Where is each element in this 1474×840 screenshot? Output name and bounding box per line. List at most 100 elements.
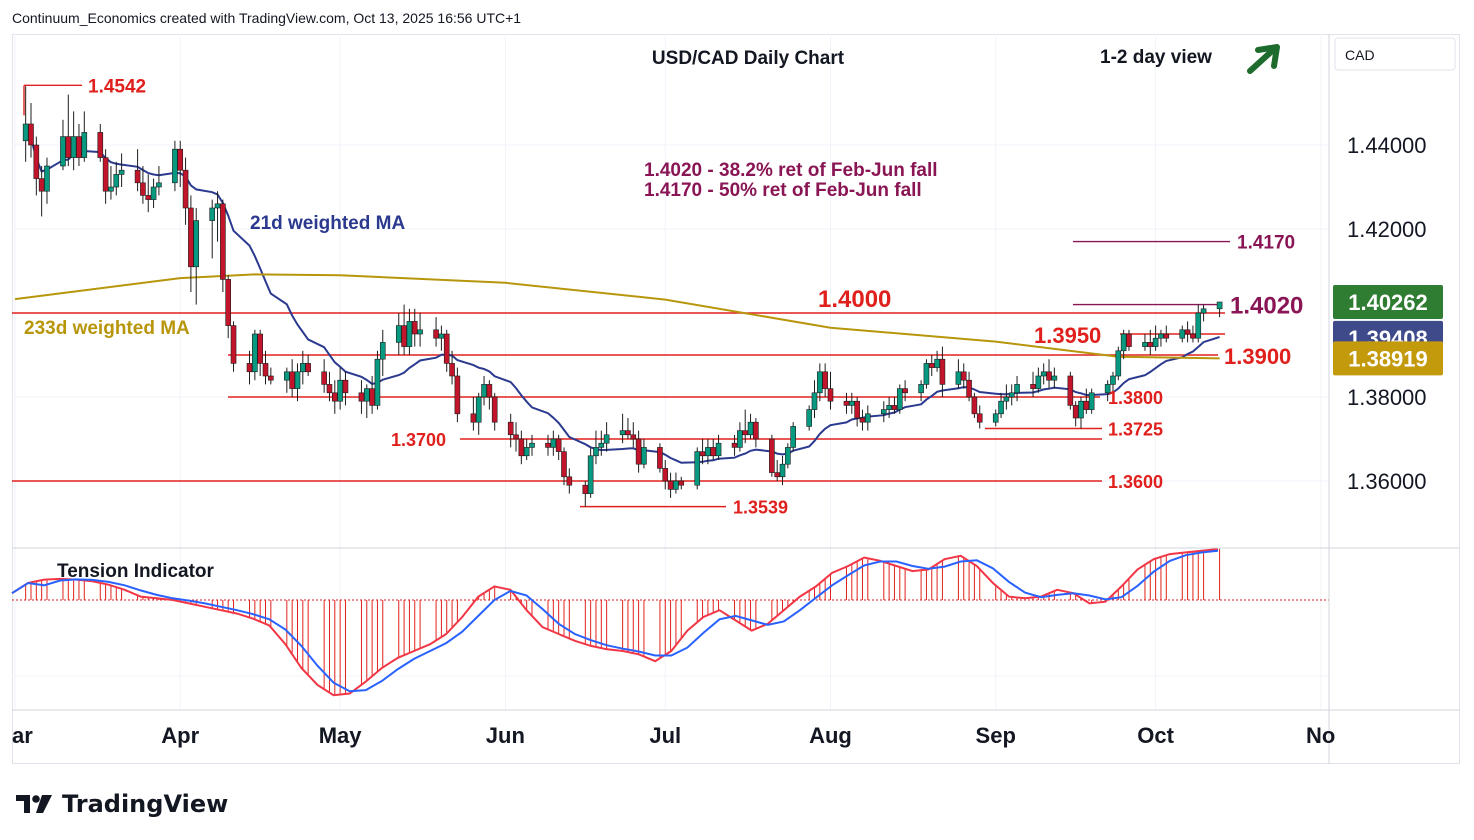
candle-body	[667, 480, 674, 490]
candle	[470, 397, 477, 431]
candle	[529, 434, 535, 456]
candle	[507, 413, 514, 448]
candle	[880, 401, 887, 423]
retracement-note: 1.4170 - 50% ret of Feb-Jun fall	[644, 180, 922, 201]
price-badge	[1333, 284, 1443, 319]
candle-body	[598, 442, 605, 448]
candle	[939, 346, 946, 397]
candle-body	[268, 375, 274, 381]
candle	[603, 422, 610, 452]
candle	[1152, 325, 1159, 351]
candle	[1190, 325, 1196, 343]
candle-body	[619, 430, 626, 436]
candle-body	[1014, 384, 1020, 394]
candle-body	[998, 400, 1004, 415]
candle	[774, 460, 780, 481]
candle	[742, 409, 749, 444]
candle-body	[305, 363, 311, 373]
candle-body	[550, 438, 557, 448]
candle-body	[491, 396, 498, 423]
candle-body	[582, 484, 589, 494]
candle	[1040, 363, 1047, 385]
level-label-1.4542: 1.4542	[88, 76, 146, 97]
candle-body	[753, 421, 759, 440]
x-tick-label: Jun	[486, 723, 525, 748]
candle-body	[1003, 396, 1010, 402]
candle-body	[635, 438, 642, 465]
candle	[1115, 346, 1122, 381]
price-badge-label: 1.38919	[1348, 346, 1428, 371]
candle-body	[433, 329, 439, 339]
candle	[81, 111, 88, 162]
candle-body	[1152, 337, 1159, 347]
chart-frame	[12, 34, 1460, 764]
currency-box	[1334, 37, 1456, 71]
annotations: 1.4542 1.4170 1.4020 1.4000 1.3950 1.3900 1.38…	[24, 37, 1456, 518]
candle	[662, 460, 669, 490]
candle	[1200, 304, 1207, 322]
candle-body	[864, 413, 871, 423]
tradingview-logo-icon	[16, 795, 52, 813]
moving-averages	[14, 123, 1220, 464]
candle	[438, 325, 445, 351]
candle	[252, 329, 258, 381]
candle	[822, 363, 828, 397]
candle	[182, 157, 189, 225]
candle	[321, 359, 327, 393]
candle	[134, 149, 141, 192]
candle-body	[1195, 312, 1202, 339]
candle-body	[60, 136, 66, 167]
candle	[550, 430, 557, 456]
candle-body	[33, 144, 40, 179]
candle-body	[891, 405, 898, 410]
candle	[817, 363, 823, 402]
candle-body	[779, 463, 786, 478]
candle-body	[331, 392, 338, 402]
candle	[209, 199, 216, 259]
candle	[305, 355, 311, 376]
candle	[326, 371, 333, 402]
candle	[966, 371, 972, 402]
candle-body	[769, 438, 775, 473]
tradingview-logo-text: TradingView	[62, 790, 229, 818]
candle	[220, 199, 226, 292]
candle	[268, 367, 274, 385]
candle	[337, 367, 343, 410]
candle-body	[737, 430, 743, 448]
candle-body	[960, 371, 967, 381]
candle-body	[443, 333, 450, 364]
x-tick-label: Sep	[976, 723, 1016, 748]
candle-body	[529, 442, 535, 448]
candle-body	[928, 363, 935, 368]
candle	[262, 350, 269, 385]
candle-body	[300, 363, 306, 373]
tension-indicator-pane: Tension Indicator	[11, 548, 1329, 697]
candle	[188, 195, 194, 292]
candle-body	[177, 148, 184, 171]
candle	[417, 313, 423, 347]
candle-body	[257, 333, 263, 364]
candle-body	[454, 375, 461, 415]
level-label-1.4000: 1.4000	[818, 286, 891, 313]
x-tick-label: Jul	[649, 723, 681, 748]
candle-body	[827, 388, 834, 402]
candle-body	[65, 136, 72, 158]
candle-body	[566, 476, 573, 486]
candle-body	[593, 447, 599, 457]
candle	[401, 304, 407, 355]
candle-body	[1035, 375, 1042, 389]
candle-body	[630, 434, 637, 440]
candle-body	[1184, 329, 1191, 335]
candle-body	[934, 358, 940, 368]
candle	[486, 380, 493, 410]
candle-body	[992, 413, 999, 423]
candle-body	[886, 405, 892, 410]
axes: 1.44000 1.42000 1.38000 1.36000 ar Apr May Jun J…	[12, 34, 1460, 764]
tradingview-logo[interactable]: TradingView	[16, 790, 228, 818]
candle-body	[140, 182, 146, 196]
candle	[300, 350, 306, 385]
candle-body	[1158, 333, 1164, 339]
candle	[1067, 371, 1074, 410]
candle	[145, 174, 152, 213]
